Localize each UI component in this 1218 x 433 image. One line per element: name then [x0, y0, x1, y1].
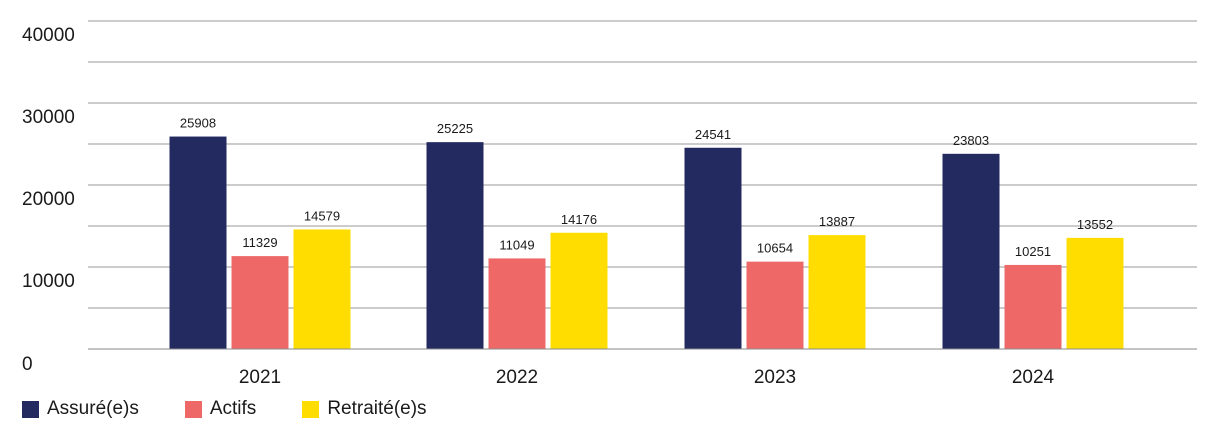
legend-label-retraites: Retraité(e)s: [327, 398, 427, 419]
data-label: 10251: [1015, 244, 1051, 259]
legend-item-actifs: Actifs: [184, 398, 257, 420]
data-label: 13552: [1077, 217, 1113, 232]
bar: [293, 229, 351, 349]
chart-plot: 0 10000 20000 30000 40000 25908 11329 14579 2021…: [22, 20, 1197, 388]
data-label: 11329: [242, 235, 277, 250]
bar: [746, 261, 804, 349]
x-category-label: 2023: [754, 367, 796, 388]
x-category-label: 2024: [1012, 367, 1055, 388]
legend-swatch-assures: [22, 400, 39, 418]
bar: [684, 147, 742, 349]
bar: [1004, 264, 1062, 349]
y-tick-label: 0: [22, 354, 33, 375]
data-label: 13887: [819, 214, 855, 229]
data-label: 10654: [757, 241, 793, 256]
data-label: 14579: [304, 208, 340, 223]
bar: [231, 256, 289, 349]
legend-label-actifs: Actifs: [209, 398, 257, 419]
legend-swatch-retraites: [302, 400, 320, 418]
bar: [808, 235, 866, 349]
data-label: 24541: [695, 127, 731, 142]
data-label: 23803: [953, 133, 989, 148]
legend-item-assures: Assuré(e)s: [22, 398, 139, 420]
y-tick-label: 40000: [22, 25, 75, 46]
legend-swatch-actifs: [184, 400, 202, 418]
x-category-label: 2021: [239, 367, 281, 388]
x-category-label: 2022: [496, 367, 538, 388]
bar: [1066, 237, 1124, 349]
y-tick-label: 30000: [22, 107, 75, 128]
bar: [488, 258, 546, 349]
bar: [550, 232, 608, 349]
legend-item-retraites: Retraité(e)s: [302, 398, 427, 420]
y-tick-label: 10000: [22, 271, 75, 292]
data-label: 25908: [180, 116, 216, 131]
data-label: 14176: [561, 212, 597, 227]
data-label: 11049: [499, 237, 534, 252]
chart-legend: Assuré(e)s Actifs Retraité(e)s: [22, 398, 473, 420]
data-label: 25225: [437, 121, 473, 136]
legend-label-assures: Assuré(e)s: [47, 398, 139, 419]
bar: [426, 142, 484, 349]
bar: [169, 136, 227, 349]
y-tick-label: 20000: [22, 189, 75, 210]
bar: [942, 153, 1000, 349]
